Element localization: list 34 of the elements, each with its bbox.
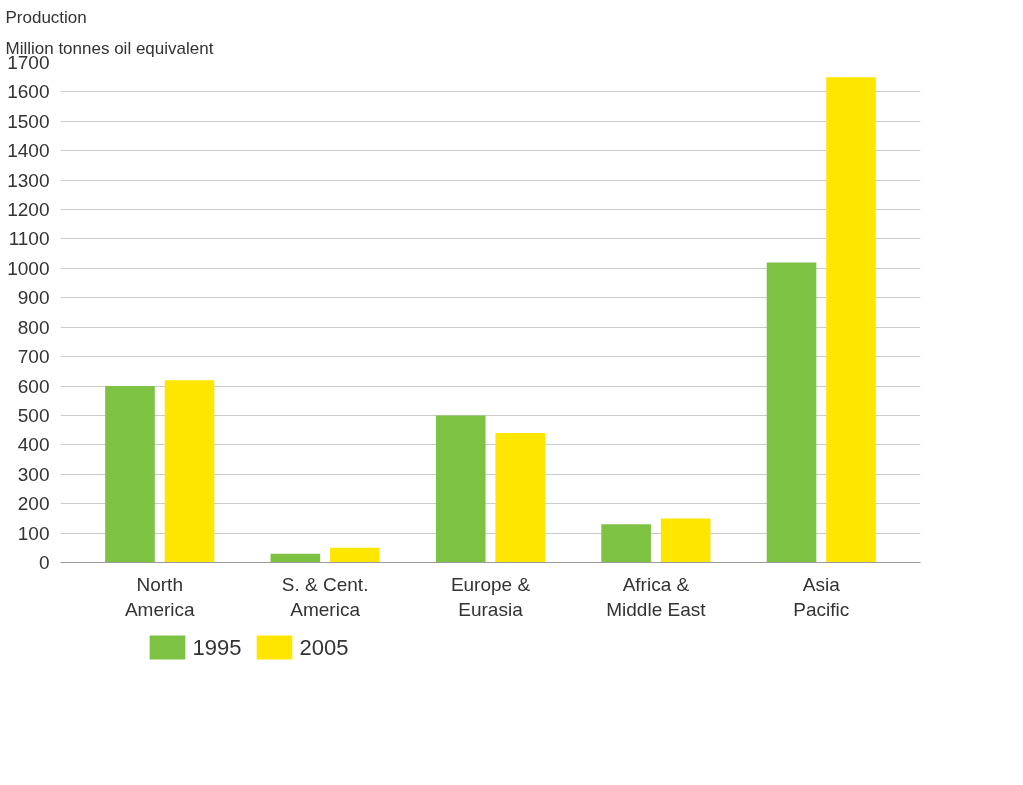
bar <box>660 518 711 563</box>
y-tick-label: 800 <box>17 316 50 338</box>
y-tick-label: 1200 <box>7 199 50 221</box>
legend-label: 2005 <box>299 635 349 660</box>
bar <box>105 386 155 563</box>
bar <box>330 547 380 563</box>
chart-title: Production <box>5 7 87 27</box>
x-tick-label: Africa & Middle East <box>606 573 707 620</box>
y-tick-label: 900 <box>17 287 50 309</box>
bar <box>826 77 876 563</box>
y-tick-label: 1500 <box>7 110 50 132</box>
x-tick-label: S. & Cent. America <box>281 573 369 620</box>
y-tick-label: 200 <box>17 493 50 515</box>
bar <box>495 433 546 563</box>
y-tick-label: 1600 <box>7 81 50 103</box>
bar <box>766 262 817 563</box>
bar <box>601 524 651 563</box>
y-tick-label: 500 <box>17 404 50 426</box>
bar <box>435 415 486 563</box>
y-tick-label: 100 <box>17 522 50 544</box>
x-tick-label: Asia Pacific <box>793 573 850 620</box>
x-tick-label: North America <box>124 573 195 620</box>
y-tick-label: 400 <box>17 434 50 456</box>
y-tick-label: 700 <box>17 346 50 368</box>
y-tick-label: 1300 <box>7 169 50 191</box>
legend-label: 1995 <box>192 635 242 660</box>
y-tick-label: 1400 <box>7 140 50 162</box>
y-tick-label: 600 <box>17 375 50 397</box>
y-tick-label: 0 <box>38 552 50 573</box>
bar <box>164 380 215 563</box>
y-tick-label: 1000 <box>7 257 50 279</box>
x-tick-label: Europe & Eurasia <box>450 573 531 620</box>
y-tick-label: 300 <box>17 463 50 485</box>
y-tick-label: 1100 <box>8 228 50 250</box>
